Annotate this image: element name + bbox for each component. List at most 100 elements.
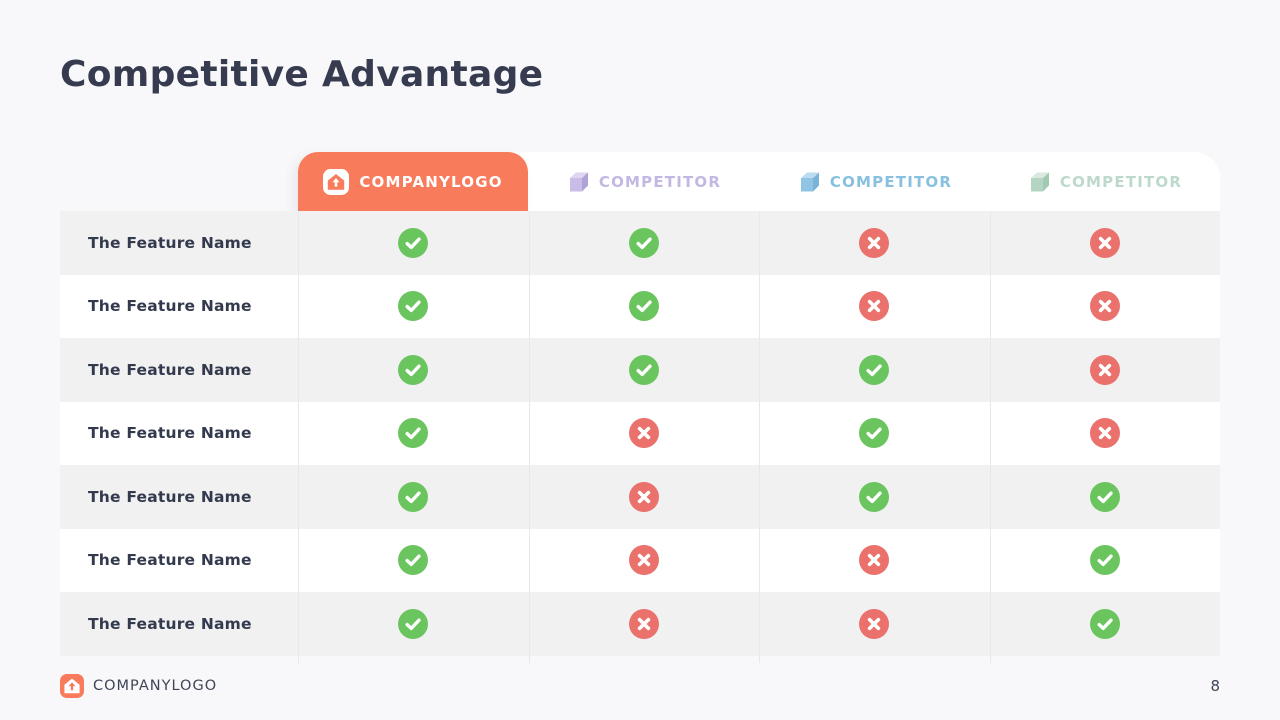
value-cell-cross [759, 545, 990, 576]
table-row: The Feature Name [60, 592, 1220, 656]
table-row: The Feature Name [60, 211, 1220, 275]
cube-icon [800, 172, 819, 191]
competitor-column-label: COMPETITOR [829, 172, 953, 191]
value-cell-cross [529, 608, 760, 639]
value-cell-cross [529, 545, 760, 576]
value-cell-check [298, 354, 529, 385]
house-logo-icon [60, 674, 84, 698]
cross-icon [1089, 418, 1120, 449]
feature-name: The Feature Name [88, 614, 252, 633]
house-logo-icon [60, 674, 84, 698]
check-icon [398, 291, 429, 322]
check-icon [398, 354, 429, 385]
competitor-column-label: COMPETITOR [1059, 172, 1183, 191]
value-cell-check [298, 291, 529, 322]
cross-icon [1089, 354, 1120, 385]
value-cell-cross [529, 418, 760, 449]
cross-icon [628, 608, 659, 639]
column-header-competitor-1: COMPETITOR [528, 152, 759, 211]
column-divider [298, 211, 299, 663]
value-cell-cross [990, 291, 1221, 322]
feature-name: The Feature Name [88, 360, 252, 379]
table-header-row: COMPANYLOGO COMPETITOR COMPETITOR COMPET… [60, 152, 1220, 211]
value-cell-check [298, 227, 529, 258]
cross-icon [1089, 291, 1120, 322]
value-cell-check [759, 354, 990, 385]
check-icon [1089, 481, 1120, 512]
feature-name: The Feature Name [88, 551, 252, 570]
column-divider [528, 211, 530, 663]
value-cell-check [759, 481, 990, 512]
check-icon [628, 291, 659, 322]
cube-icon [1030, 172, 1049, 191]
column-divider [989, 211, 991, 663]
value-cell-check [298, 608, 529, 639]
value-cell-cross [529, 481, 760, 512]
check-icon [628, 227, 659, 258]
footer-logo: COMPANYLOGO [60, 674, 217, 698]
house-logo-icon [323, 168, 350, 195]
feature-name: The Feature Name [88, 424, 252, 443]
value-cell-cross [990, 354, 1221, 385]
table-row: The Feature Name [60, 528, 1221, 592]
table-body: The Feature Name The Feature Name The Feat… [60, 211, 1220, 656]
cross-icon [628, 418, 659, 449]
footer-logo-label: COMPANYLOGO [93, 678, 218, 694]
feature-name: The Feature Name [88, 487, 252, 506]
house-logo-icon [323, 168, 350, 195]
cube-icon [569, 172, 588, 191]
value-cell-check [759, 418, 990, 449]
value-cell-cross [990, 227, 1221, 258]
check-icon [859, 418, 890, 449]
value-cell-check [990, 608, 1221, 639]
value-cell-check [529, 227, 760, 258]
check-icon [398, 481, 429, 512]
value-cell-check [298, 418, 529, 449]
table-row: The Feature Name [60, 338, 1220, 402]
cross-icon [628, 481, 659, 512]
cube-icon [566, 170, 590, 194]
cube-icon [1027, 170, 1051, 194]
value-cell-check [529, 291, 760, 322]
check-icon [628, 354, 659, 385]
value-cell-check [990, 481, 1221, 512]
check-icon [398, 608, 429, 639]
feature-name: The Feature Name [88, 297, 252, 316]
table-row: The Feature Name [60, 401, 1221, 465]
cross-icon [859, 545, 890, 576]
comparison-table: COMPANYLOGO COMPETITOR COMPETITOR COMPET… [60, 152, 1220, 663]
check-icon [398, 227, 429, 258]
slide-footer: COMPANYLOGO 8 [60, 674, 1220, 698]
check-icon [398, 545, 429, 576]
check-icon [1089, 608, 1120, 639]
feature-name: The Feature Name [88, 233, 252, 252]
value-cell-cross [759, 291, 990, 322]
column-header-competitor-3: COMPETITOR [989, 152, 1220, 211]
column-divider [759, 211, 760, 663]
value-cell-check [529, 354, 760, 385]
value-cell-check [298, 481, 529, 512]
company-column-label: COMPANYLOGO [359, 172, 503, 191]
cross-icon [1089, 227, 1120, 258]
check-icon [1089, 545, 1120, 576]
cube-icon [797, 170, 821, 194]
cross-icon [859, 227, 890, 258]
value-cell-cross [759, 608, 990, 639]
value-cell-check [298, 545, 529, 576]
column-header-company: COMPANYLOGO [298, 152, 528, 211]
value-cell-check [990, 545, 1221, 576]
value-cell-cross [990, 418, 1221, 449]
cross-icon [859, 291, 890, 322]
competitor-column-label: COMPETITOR [598, 172, 722, 191]
check-icon [859, 354, 890, 385]
check-icon [859, 481, 890, 512]
cross-icon [628, 545, 659, 576]
cross-icon [859, 608, 890, 639]
check-icon [398, 418, 429, 449]
page-number: 8 [1210, 677, 1220, 695]
column-header-competitor-2: COMPETITOR [759, 152, 990, 211]
table-row: The Feature Name [60, 465, 1220, 529]
value-cell-cross [759, 227, 990, 258]
table-row: The Feature Name [60, 274, 1221, 338]
